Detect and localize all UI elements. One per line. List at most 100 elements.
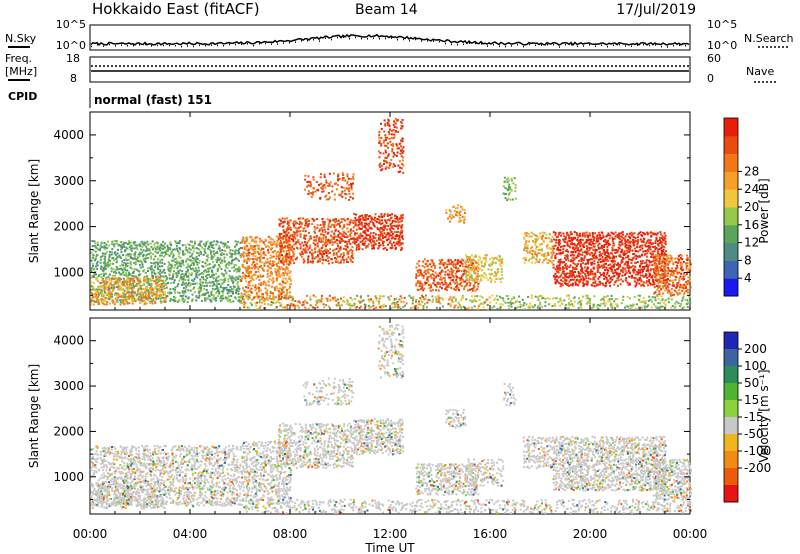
heatmap-cell: [147, 289, 150, 292]
heatmap-cell: [550, 240, 553, 243]
heatmap-cell: [258, 265, 261, 268]
heatmap-cell: [390, 230, 393, 233]
heatmap-cell: [182, 264, 185, 267]
heatmap-cell: [617, 276, 620, 279]
heatmap-cell: [103, 242, 106, 245]
heatmap-cell: [617, 235, 620, 238]
heatmap-cell: [633, 243, 636, 246]
heatmap-cell: [139, 273, 142, 276]
heatmap-cell: [657, 255, 660, 258]
heatmap-cell: [336, 184, 339, 187]
heatmap-cell: [237, 293, 240, 295]
heatmap-cell: [271, 256, 273, 259]
heatmap-cell: [556, 248, 559, 251]
heatmap-cell: [595, 257, 598, 260]
heatmap-cell: [368, 227, 371, 230]
heatmap-cell: [558, 231, 561, 234]
heatmap-cell: [467, 264, 470, 267]
heatmap-cell: [117, 280, 120, 283]
heatmap-cell: [325, 181, 328, 184]
heatmap-cell: [564, 238, 567, 241]
heatmap-cell: [355, 244, 358, 247]
heatmap-cell: [310, 192, 313, 195]
heatmap-cell: [243, 258, 246, 261]
heatmap-cell: [159, 270, 162, 273]
heatmap-cell: [593, 242, 596, 245]
heatmap-cell: [150, 291, 153, 294]
heatmap-cell: [329, 220, 332, 222]
heatmap-cell: [432, 262, 435, 265]
heatmap-cell: [512, 182, 515, 185]
heatmap-cell: [525, 257, 528, 259]
heatmap-cell: [396, 217, 399, 220]
heatmap-cell: [248, 252, 251, 254]
heatmap-cell: [342, 174, 345, 176]
heatmap-cell: [99, 299, 101, 301]
heatmap-cell: [147, 283, 150, 286]
heatmap-cell: [222, 288, 225, 291]
heatmap-cell: [663, 262, 666, 265]
heatmap-cell: [210, 250, 213, 253]
heatmap-cell: [377, 150, 380, 153]
heatmap-cell: [445, 282, 448, 285]
heatmap-cell: [310, 237, 313, 240]
heatmap-cell: [654, 242, 657, 244]
heatmap-cell: [281, 217, 284, 220]
heatmap-cell: [276, 279, 279, 282]
heatmap-cell: [304, 224, 307, 227]
heatmap-cell: [291, 233, 294, 236]
heatmap-cell: [280, 245, 283, 247]
heatmap-cell: [215, 292, 218, 295]
heatmap-cell: [488, 272, 491, 275]
heatmap-cell: [286, 234, 289, 237]
heatmap-cell: [207, 247, 210, 250]
heatmap-cell: [103, 291, 106, 294]
heatmap-cell: [378, 136, 381, 139]
heatmap-cell: [322, 187, 324, 190]
heatmap-cell: [96, 253, 99, 256]
heatmap-cell: [292, 250, 295, 253]
heatmap-cell: [624, 269, 627, 272]
heatmap-cell: [448, 260, 451, 263]
heatmap-cell: [641, 270, 644, 272]
heatmap-cell: [647, 250, 650, 253]
heatmap-cell: [478, 275, 481, 278]
heatmap-cell: [336, 239, 339, 241]
heatmap-cell: [305, 234, 308, 237]
heatmap-cell: [663, 254, 666, 257]
heatmap-cell: [442, 263, 445, 266]
heatmap-cell: [272, 251, 274, 254]
heatmap-cell: [219, 297, 221, 300]
heatmap-cell: [285, 277, 288, 280]
heatmap-cell: [448, 270, 451, 273]
heatmap-cell: [505, 178, 508, 181]
heatmap-cell: [103, 257, 106, 260]
heatmap-cell: [142, 283, 145, 286]
heatmap-cell: [170, 250, 173, 253]
heatmap-cell: [455, 278, 458, 281]
heatmap-cell: [595, 255, 598, 258]
heatmap-cell: [156, 283, 159, 286]
figure-title: Hokkaido East (fitACF): [92, 0, 260, 18]
heatmap-cell: [503, 176, 506, 179]
heatmap-cell: [477, 285, 480, 288]
heatmap-cell: [582, 276, 585, 279]
heatmap-cell: [472, 258, 475, 261]
heatmap-cell: [311, 223, 314, 226]
heatmap-cell: [475, 268, 478, 271]
heatmap-cell: [220, 295, 222, 298]
heatmap-cell: [306, 223, 309, 226]
heatmap-cell: [534, 243, 537, 246]
heatmap-cell: [244, 267, 247, 269]
heatmap-cell: [627, 255, 630, 257]
heatmap-cell: [132, 282, 134, 285]
heatmap-cell: [679, 256, 682, 259]
heatmap-cell: [559, 283, 562, 285]
heatmap-cell: [311, 252, 313, 255]
heatmap-cell: [427, 280, 430, 283]
heatmap-cell: [566, 244, 569, 247]
heatmap-cell: [254, 295, 257, 298]
heatmap-cell: [271, 262, 274, 265]
heatmap-cell: [162, 275, 165, 278]
heatmap-cell: [248, 267, 251, 270]
